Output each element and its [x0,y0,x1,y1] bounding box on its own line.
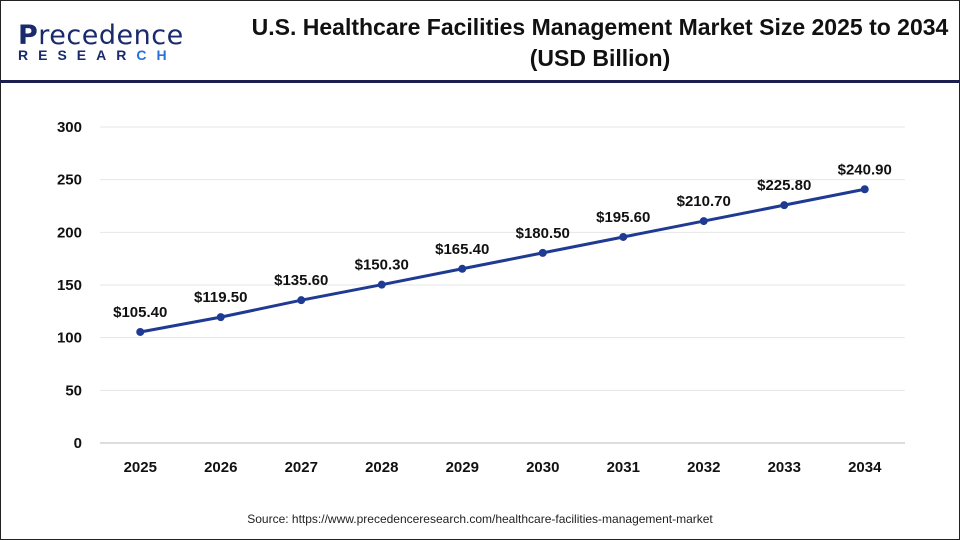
y-tick-label: 200 [57,224,82,241]
x-tick-label: 2033 [768,459,801,476]
data-label: $210.70 [677,193,731,210]
data-point [619,232,628,241]
data-label: $195.60 [596,209,650,226]
data-point [136,327,145,336]
chart-title: U.S. Healthcare Facilities Management Ma… [251,14,949,71]
data-label: $150.30 [355,257,409,274]
data-point [377,280,386,289]
data-label: $119.50 [194,289,247,306]
header: Precedence RESEARCH U.S. Healthcare Faci… [0,0,960,83]
y-tick-label: 300 [57,119,82,136]
precedence-research-logo: Precedence RESEARCH [18,20,184,63]
data-label: $240.90 [838,161,892,178]
source-text: Source: https://www.precedenceresearch.c… [247,512,713,526]
y-tick-label: 0 [74,435,82,452]
data-label: $165.40 [435,241,489,258]
data-point [538,248,547,257]
data-point [780,201,789,210]
data-point [216,313,225,322]
x-tick-label: 2032 [687,459,720,476]
x-tick-label: 2028 [365,459,398,476]
x-tick-label: 2026 [204,459,237,476]
x-tick-label: 2027 [285,459,318,476]
data-label: $105.40 [113,304,167,321]
data-label: $180.50 [516,225,570,242]
x-tick-label: 2029 [446,459,479,476]
data-label: $225.80 [757,177,811,194]
x-tick-label: 2025 [124,459,157,476]
data-label: $135.60 [274,272,328,289]
y-tick-label: 150 [57,277,82,294]
y-tick-label: 50 [65,382,82,399]
data-point [458,264,467,273]
data-point [860,185,869,194]
data-point [699,217,708,226]
series-line [139,187,866,334]
x-tick-label: 2034 [848,459,882,476]
y-tick-label: 100 [57,330,82,347]
y-tick-label: 250 [57,172,82,189]
x-tick-label: 2031 [607,459,640,476]
x-tick-label: 2030 [526,459,559,476]
data-point [297,296,306,305]
